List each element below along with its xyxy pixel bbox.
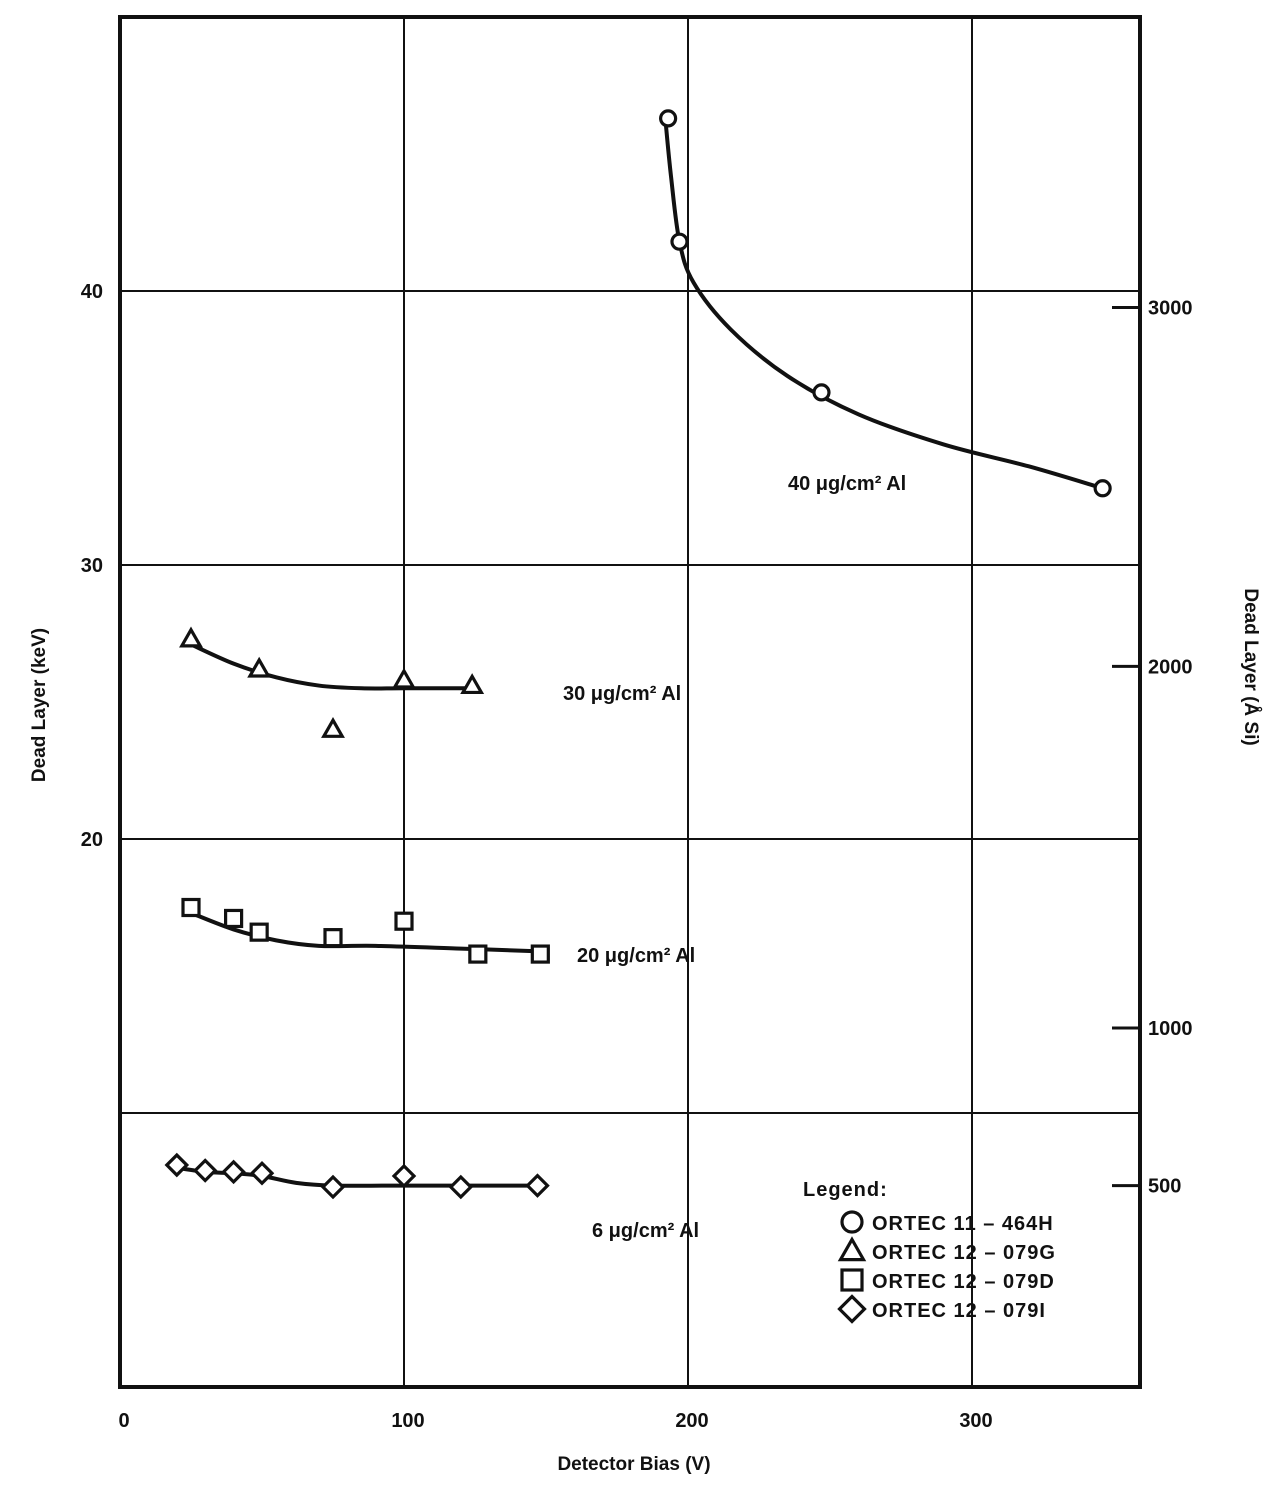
- right-tick-label: 2000: [1148, 656, 1193, 678]
- data-point-diamond: [391, 1163, 417, 1189]
- data-point-square: [249, 922, 269, 942]
- data-point-square: [224, 908, 244, 929]
- data-point-triangle: [392, 667, 416, 689]
- series-label-40: 40 μg/cm² Al: [788, 473, 906, 495]
- data-point-triangle: [460, 673, 485, 695]
- y-tick-label: 30: [81, 555, 103, 577]
- x-tick-label: 200: [675, 1410, 708, 1432]
- gridlines: [120, 17, 1140, 1387]
- fit-curve-0: [663, 116, 1105, 491]
- legend-label: ORTEC 12 – 079G: [872, 1242, 1056, 1264]
- series-label-6: 6 μg/cm² Al: [592, 1220, 699, 1242]
- y-tick-label: 20: [81, 829, 103, 851]
- legend-title: Legend:: [803, 1179, 888, 1201]
- legend-items: ORTEC 11 – 464H ORTEC 12 – 079G ORTEC 12 –…: [837, 1210, 1056, 1324]
- data-point-circle: [812, 383, 831, 402]
- x-tick-label: 300: [959, 1410, 992, 1432]
- data-point-square: [181, 897, 201, 918]
- data-point-square: [530, 944, 550, 964]
- x-axis-title: Detector Bias (V): [557, 1454, 710, 1475]
- fit-curves: [174, 116, 1105, 1188]
- series-label-30: 30 μg/cm² Al: [563, 683, 681, 705]
- data-point-diamond: [221, 1159, 246, 1185]
- y-tick-label: 40: [81, 281, 103, 303]
- data-point-square: [394, 911, 414, 931]
- legend-label: ORTEC 11 – 464H: [872, 1213, 1054, 1235]
- data-point-circle: [670, 232, 689, 251]
- x-tick-label: 100: [391, 1410, 424, 1432]
- right-axis: 3000 2000 1000 500: [1112, 297, 1193, 1198]
- data-point-diamond: [525, 1173, 550, 1198]
- legend-marker-square: [840, 1268, 864, 1292]
- plot-frame: [118, 15, 1142, 1389]
- fit-curve-1: [189, 642, 475, 691]
- data-point-diamond: [249, 1161, 275, 1186]
- y-tick-labels: 20 30 40: [81, 281, 103, 851]
- data-point-diamond: [320, 1174, 346, 1200]
- data-point-square: [323, 928, 343, 948]
- y-axis-title: Dead Layer (keV): [29, 628, 50, 782]
- legend-label: ORTEC 12 – 079I: [872, 1300, 1046, 1322]
- data-point-diamond: [192, 1158, 218, 1183]
- data-point-diamond: [164, 1152, 190, 1178]
- y-axis-title-right: Dead Layer (Å Si): [1240, 588, 1261, 745]
- fit-curve-2: [189, 910, 543, 954]
- data-point-triangle: [179, 626, 203, 648]
- data-point-circle: [1093, 479, 1112, 498]
- data-point-triangle: [321, 716, 345, 738]
- right-tick-label: 500: [1148, 1176, 1181, 1198]
- x-tick-label: 0: [118, 1410, 129, 1432]
- series-label-20: 20 μg/cm² Al: [577, 945, 695, 967]
- right-tick-label: 1000: [1148, 1018, 1193, 1040]
- x-tick-labels: 0 100 200 300: [118, 1410, 992, 1432]
- legend-marker-triangle: [837, 1236, 867, 1262]
- data-point-diamond: [448, 1174, 474, 1200]
- right-tick-label: 3000: [1148, 297, 1193, 319]
- data-point-square: [468, 944, 488, 964]
- legend-marker-diamond: [837, 1294, 867, 1324]
- legend-label: ORTEC 12 – 079D: [872, 1271, 1055, 1293]
- data-point-triangle: [247, 656, 272, 678]
- legend-marker-circle: [840, 1210, 864, 1234]
- data-point-circle: [659, 109, 678, 128]
- data-points: [164, 109, 1112, 1200]
